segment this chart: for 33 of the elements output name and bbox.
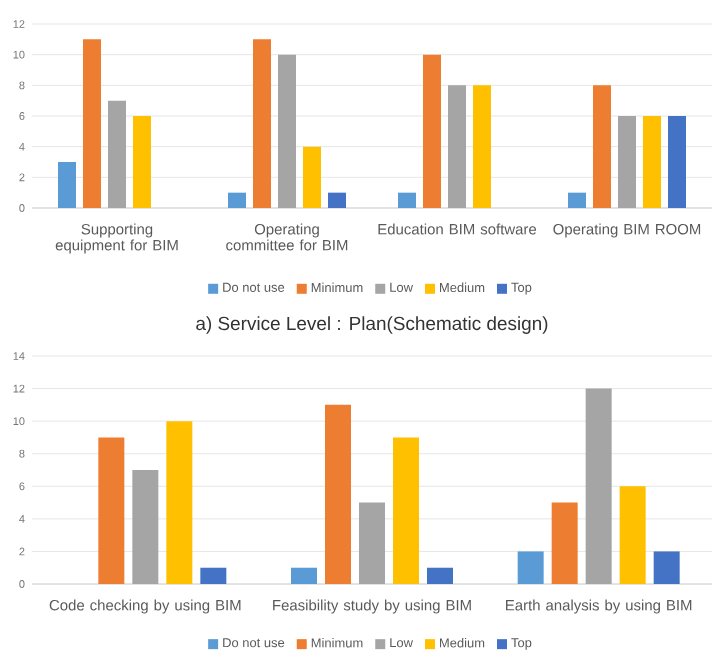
- bar: [473, 85, 491, 208]
- bar: [291, 567, 317, 584]
- bar: [133, 115, 151, 208]
- bar: [643, 115, 661, 208]
- bar: [668, 115, 686, 208]
- bar: [448, 85, 466, 208]
- bar: [618, 115, 636, 208]
- bar: [328, 192, 346, 208]
- bar: [98, 437, 125, 584]
- bar: [653, 551, 680, 584]
- bar: [619, 486, 646, 584]
- bar: [593, 85, 611, 208]
- bar: [359, 502, 385, 584]
- bar: [423, 54, 441, 208]
- bar: [585, 388, 612, 584]
- bar: [398, 192, 416, 208]
- bar: [427, 567, 453, 584]
- bar: [228, 192, 246, 208]
- bar: [200, 567, 227, 584]
- bar: [393, 437, 419, 584]
- bar: [132, 470, 159, 584]
- bar: [278, 54, 296, 208]
- bar: [166, 421, 193, 584]
- bar: [58, 161, 76, 208]
- bar: [551, 502, 578, 584]
- bar: [325, 404, 351, 584]
- bar: [568, 192, 586, 208]
- text: a) Service Level : Plan(Schematic design): [196, 316, 548, 334]
- bar: [83, 39, 101, 208]
- bar: [253, 39, 271, 208]
- bar: [108, 100, 126, 208]
- bar: [517, 551, 544, 584]
- bar: [303, 146, 321, 208]
